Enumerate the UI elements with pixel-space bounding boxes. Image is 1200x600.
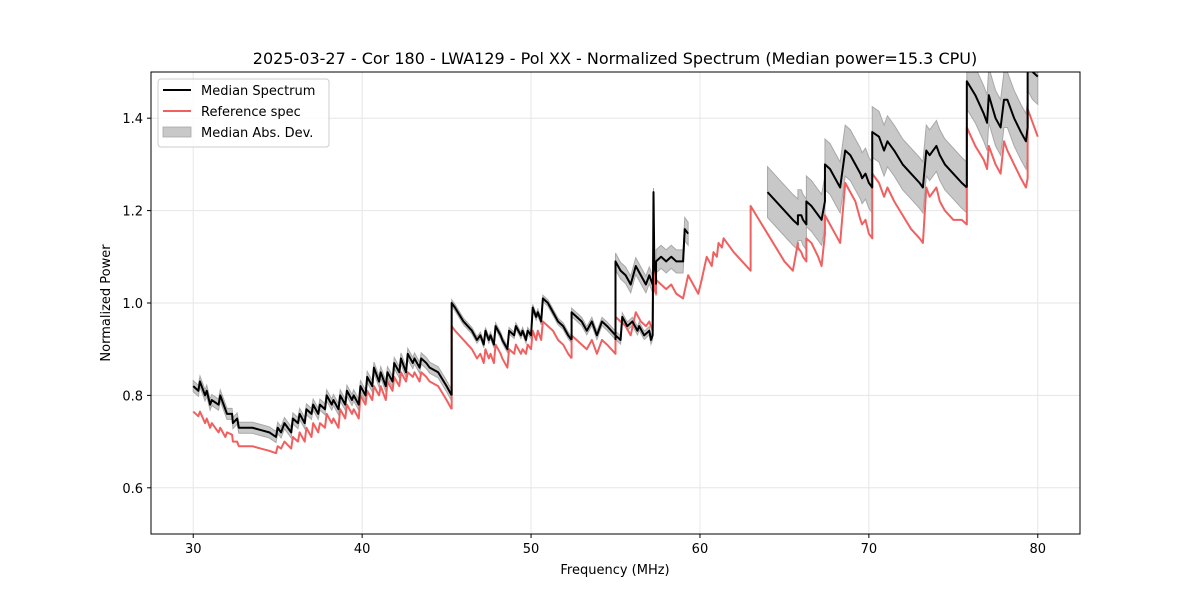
y-tick-label: 0.8 — [122, 389, 143, 404]
legend-mad-swatch — [162, 126, 192, 138]
y-axis: 0.6 0.8 1.0 1.2 1.4 — [122, 112, 151, 497]
x-tick-label: 40 — [354, 542, 371, 557]
chart-title: 2025-03-27 - Cor 180 - LWA129 - Pol XX -… — [253, 49, 977, 68]
y-tick-label: 1.0 — [122, 297, 143, 312]
x-axis-label: Frequency (MHz) — [560, 563, 669, 578]
mad-band — [966, 72, 1039, 216]
median-line — [655, 228, 689, 285]
median-series — [192, 72, 1039, 438]
x-axis: 30 40 50 60 70 80 — [185, 534, 1046, 557]
x-tick-label: 30 — [185, 542, 202, 557]
median-line — [766, 131, 968, 226]
reference-series — [192, 107, 1039, 455]
y-axis-label: Normalized Power — [99, 244, 114, 362]
legend-reference-label: Reference spec — [201, 105, 301, 120]
y-tick-label: 1.2 — [122, 205, 143, 220]
median-line — [450, 297, 573, 396]
x-tick-label: 60 — [692, 542, 709, 557]
x-tick-label: 70 — [861, 542, 878, 557]
legend-box — [157, 78, 330, 148]
legend-mad-label: Median Abs. Dev. — [201, 126, 313, 141]
x-tick-label: 50 — [523, 542, 540, 557]
legend-median-label: Median Spectrum — [201, 84, 315, 99]
median-line — [965, 72, 1039, 188]
median-line — [570, 191, 658, 341]
reference-line — [570, 107, 1039, 359]
y-tick-label: 0.6 — [122, 482, 143, 497]
reference-line — [450, 320, 573, 410]
median-line — [614, 260, 654, 340]
y-tick-label: 1.4 — [122, 112, 143, 127]
x-tick-label: 80 — [1029, 542, 1046, 557]
reference-line — [192, 371, 453, 455]
median-line — [192, 352, 453, 438]
legend: Median Spectrum Reference spec Median Ab… — [157, 78, 330, 148]
